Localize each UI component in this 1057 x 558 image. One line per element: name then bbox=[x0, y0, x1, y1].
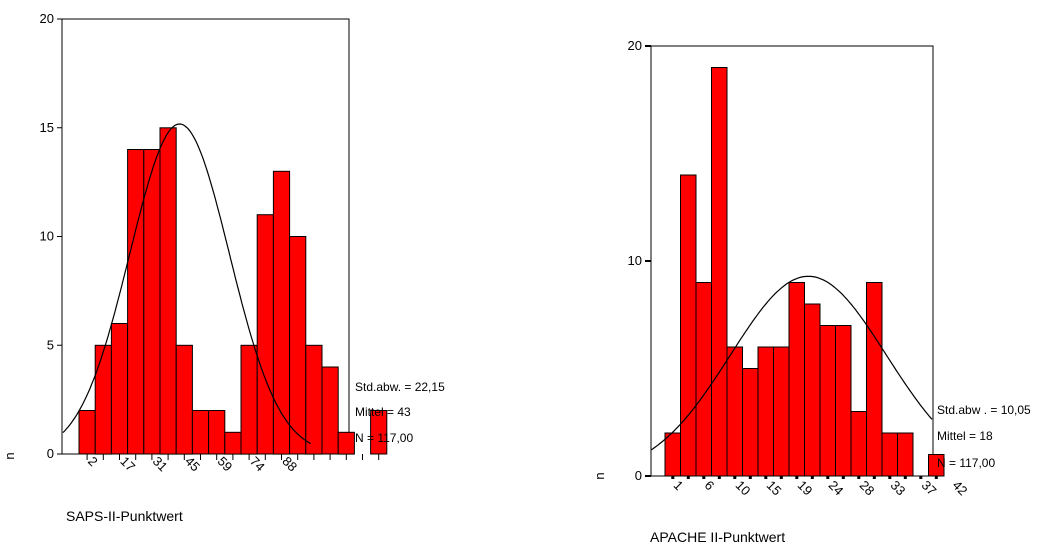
saps-y-tick-label: 15 bbox=[40, 120, 54, 135]
saps-bar bbox=[240, 344, 258, 455]
apache-x-tick-label: 24 bbox=[826, 478, 847, 499]
saps-stat-n: N = 117,00 bbox=[355, 431, 413, 445]
apache-bar bbox=[819, 325, 836, 477]
saps-bar bbox=[321, 366, 339, 455]
saps-y-tick-label: 5 bbox=[47, 337, 54, 352]
apache-x-tick-label: 1 bbox=[671, 478, 687, 494]
apache-y-tick-label: 0 bbox=[635, 468, 642, 483]
saps-y-tick-label: 10 bbox=[40, 229, 54, 244]
apache-stat-sd: Std.abw . = 10,05 bbox=[937, 403, 1031, 417]
apache-x-tick-label: 10 bbox=[733, 478, 754, 499]
apache-bar bbox=[695, 282, 712, 477]
apache-x-tick bbox=[919, 476, 923, 479]
saps-bar bbox=[224, 431, 242, 455]
saps-bar bbox=[110, 323, 129, 455]
apache-x-tick bbox=[826, 476, 830, 479]
apache-bar bbox=[866, 282, 883, 477]
saps-bar bbox=[272, 170, 291, 455]
apache-bar bbox=[773, 346, 790, 477]
saps-bar bbox=[78, 410, 96, 455]
saps-bar bbox=[305, 344, 323, 455]
saps-x-tick-label: 74 bbox=[247, 454, 268, 475]
saps-bar bbox=[143, 149, 161, 455]
apache-bars bbox=[664, 67, 945, 477]
saps-bar bbox=[159, 127, 177, 455]
apache-bar bbox=[680, 174, 697, 477]
apache-x-tick-label: 28 bbox=[857, 478, 878, 499]
saps-bar bbox=[127, 149, 145, 455]
apache-bar bbox=[726, 346, 743, 477]
apache-x-tick bbox=[795, 476, 799, 479]
apache-x-tick-label: 42 bbox=[950, 478, 971, 499]
saps-bar bbox=[256, 214, 274, 455]
apache-x-tick bbox=[841, 476, 845, 479]
apache-bar bbox=[850, 411, 867, 477]
apache-histogram: 0 10 20 1 6 10 15 19 24 28 33 37 42 n APACHE II-Pun… bbox=[592, 38, 1031, 545]
saps-y-tick-label: 0 bbox=[47, 446, 54, 461]
apache-bar bbox=[835, 325, 852, 477]
saps-x-tick-label: 17 bbox=[117, 454, 138, 475]
apache-x-tick bbox=[702, 476, 706, 479]
apache-bar bbox=[757, 346, 774, 477]
apache-y-tick-label: 20 bbox=[628, 38, 642, 53]
saps-y-axis: 0 5 10 15 20 bbox=[40, 11, 62, 461]
saps-bar bbox=[191, 410, 210, 455]
apache-x-tick-label: 6 bbox=[702, 478, 718, 494]
saps-bar bbox=[175, 344, 193, 455]
apache-x-tick-label: 37 bbox=[919, 478, 940, 499]
saps-x-tick-label: 45 bbox=[182, 454, 203, 475]
apache-x-tick-label: 19 bbox=[795, 478, 816, 499]
saps-bar bbox=[94, 344, 112, 455]
apache-x-axis: 1 6 10 15 19 24 28 33 37 42 bbox=[671, 476, 971, 498]
apache-x-tick bbox=[671, 476, 675, 479]
apache-bar bbox=[711, 67, 728, 477]
apache-stat-mean: Mittel = 18 bbox=[937, 429, 993, 443]
saps-bar bbox=[337, 431, 355, 455]
saps-bar bbox=[289, 236, 307, 455]
saps-y-axis-label: n bbox=[2, 452, 17, 459]
saps-normal-curve bbox=[62, 123, 311, 445]
apache-bar bbox=[881, 432, 898, 477]
apache-x-tick-label: 15 bbox=[764, 478, 785, 499]
apache-y-axis: 0 10 20 bbox=[628, 38, 651, 483]
apache-x-tick bbox=[810, 476, 814, 479]
saps-x-axis-label: SAPS-II-Punktwert bbox=[66, 508, 183, 524]
saps-bar bbox=[208, 410, 226, 455]
apache-bar bbox=[664, 432, 681, 477]
saps-x-axis: 2 17 31 45 59 74 88 bbox=[85, 454, 380, 475]
apache-x-axis-label: APACHE II-Punktwert bbox=[650, 529, 785, 545]
apache-bar bbox=[804, 303, 821, 477]
saps-x-tick-label: 59 bbox=[215, 454, 236, 475]
apache-bar bbox=[742, 368, 759, 477]
apache-x-tick bbox=[764, 476, 768, 479]
apache-x-tick bbox=[733, 476, 737, 479]
apache-bar bbox=[788, 282, 805, 477]
saps-bars bbox=[78, 127, 388, 455]
apache-stat-n: N = 117,00 bbox=[937, 456, 995, 470]
apache-x-tick bbox=[857, 476, 861, 479]
apache-x-tick bbox=[903, 476, 907, 479]
apache-x-tick bbox=[748, 476, 752, 479]
apache-y-tick-label: 10 bbox=[628, 253, 642, 268]
saps-stat-mean: Mittel = 43 bbox=[355, 405, 411, 419]
apache-bar bbox=[897, 432, 914, 477]
apache-normal-curve bbox=[650, 275, 933, 451]
apache-x-tick bbox=[934, 476, 938, 479]
apache-x-tick bbox=[717, 476, 721, 479]
apache-x-tick bbox=[872, 476, 876, 479]
apache-x-tick bbox=[779, 476, 783, 479]
apache-x-tick bbox=[888, 476, 892, 479]
saps-x-tick-label: 31 bbox=[150, 454, 171, 475]
saps-y-tick-label: 20 bbox=[40, 11, 54, 26]
saps-x-tick-label: 88 bbox=[279, 454, 300, 475]
apache-x-tick-label: 33 bbox=[888, 478, 909, 499]
apache-x-tick bbox=[686, 476, 690, 479]
apache-y-axis-label: n bbox=[592, 472, 607, 479]
saps-stat-sd: Std.abw. = 22,15 bbox=[355, 380, 445, 394]
